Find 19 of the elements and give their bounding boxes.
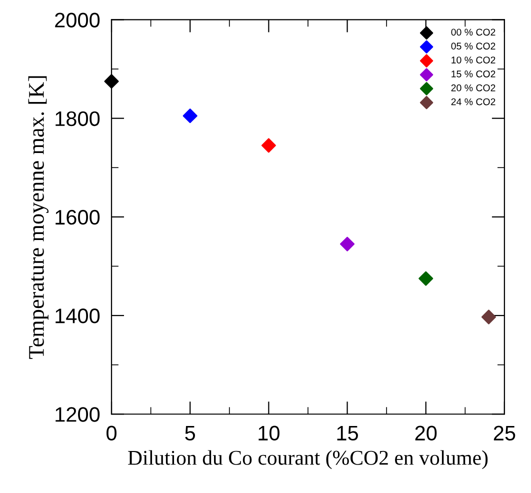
legend-label: 05 % CO2 (451, 42, 496, 50)
x-tick-label: 10 (258, 426, 280, 441)
y-tick-label: 1200 (56, 407, 100, 422)
y-tick-label: 1400 (56, 308, 100, 324)
x-tick-label: 15 (337, 426, 358, 441)
x-tick-label: 20 (415, 426, 437, 441)
legend-label: 15 % CO2 (452, 70, 496, 78)
y-axis-title: Temperature moyenne max. [K] (28, 76, 48, 359)
legend-label: 24 % CO2 (451, 98, 496, 106)
y-tick-label: 1800 (56, 111, 100, 126)
x-axis-title: Dilution du Co courant (%CO2 en volume) (128, 450, 488, 470)
y-tick-label: 1600 (56, 210, 100, 225)
x-tick-label: 0 (106, 426, 116, 441)
legend-label: 10 % CO2 (452, 56, 496, 64)
legend-label: 00 % CO2 (451, 28, 496, 36)
y-tick-label: 2000 (55, 12, 100, 28)
x-tick-label: 25 (494, 426, 516, 441)
legend-label: 20 % CO2 (451, 84, 496, 92)
x-tick-label: 5 (185, 426, 196, 441)
